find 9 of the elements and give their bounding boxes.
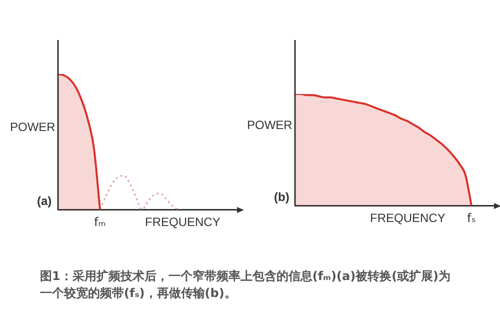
caption: 图1：采用扩频技术后，一个窄带频率上包含的信息(fₘ)(a)被转换(或扩展)为一个较宽的频带(fₛ)，再做传输(b)。 (40, 268, 452, 302)
text: fₘ (94, 214, 106, 229)
y-axis-title: POWER (247, 118, 292, 132)
x-axis-title: FREQUENCY (145, 214, 220, 229)
text: fₛ (466, 210, 476, 225)
y-axis-title: POWER (10, 120, 56, 134)
x-axis-title: FREQUENCY (370, 210, 446, 225)
text: (b) (274, 190, 290, 204)
text: (a) (37, 194, 52, 208)
